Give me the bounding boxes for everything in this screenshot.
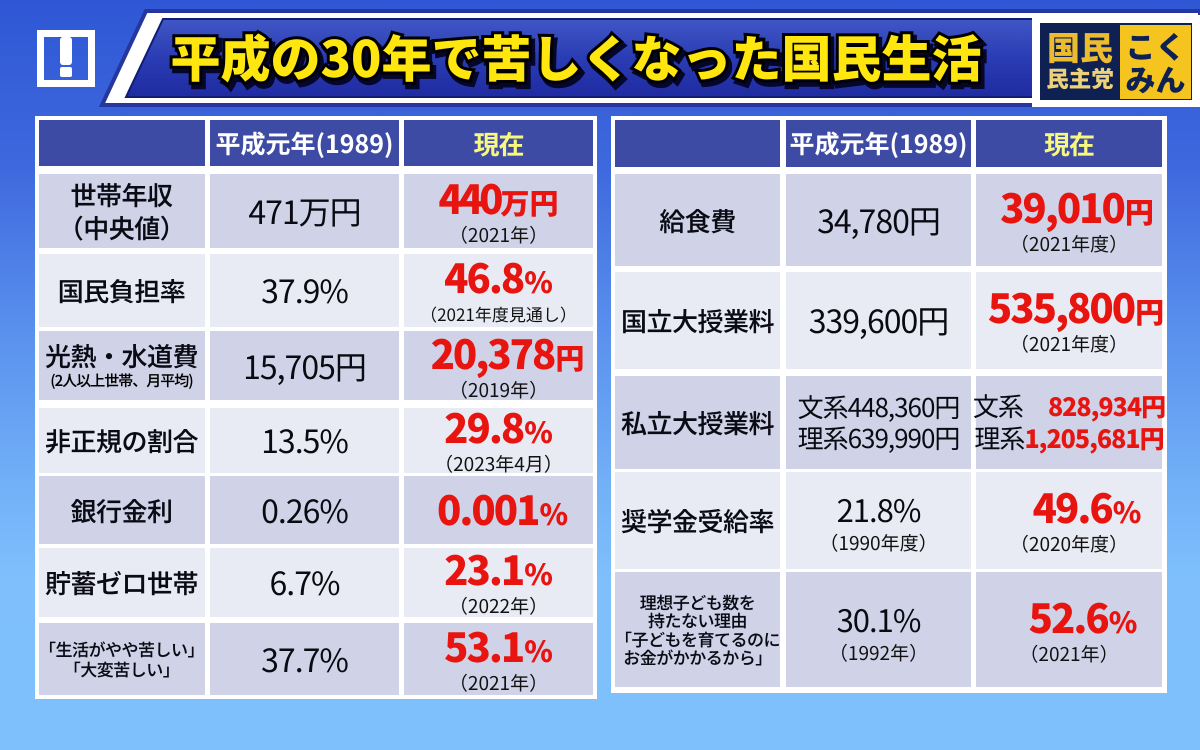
svg-text:平成の30年で苦しくなった国民生活: 平成の30年で苦しくなった国民生活 — [171, 20, 982, 92]
svg-text:平成の30年で苦しくなった国民生活: 平成の30年で苦しくなった国民生活 — [174, 24, 985, 96]
